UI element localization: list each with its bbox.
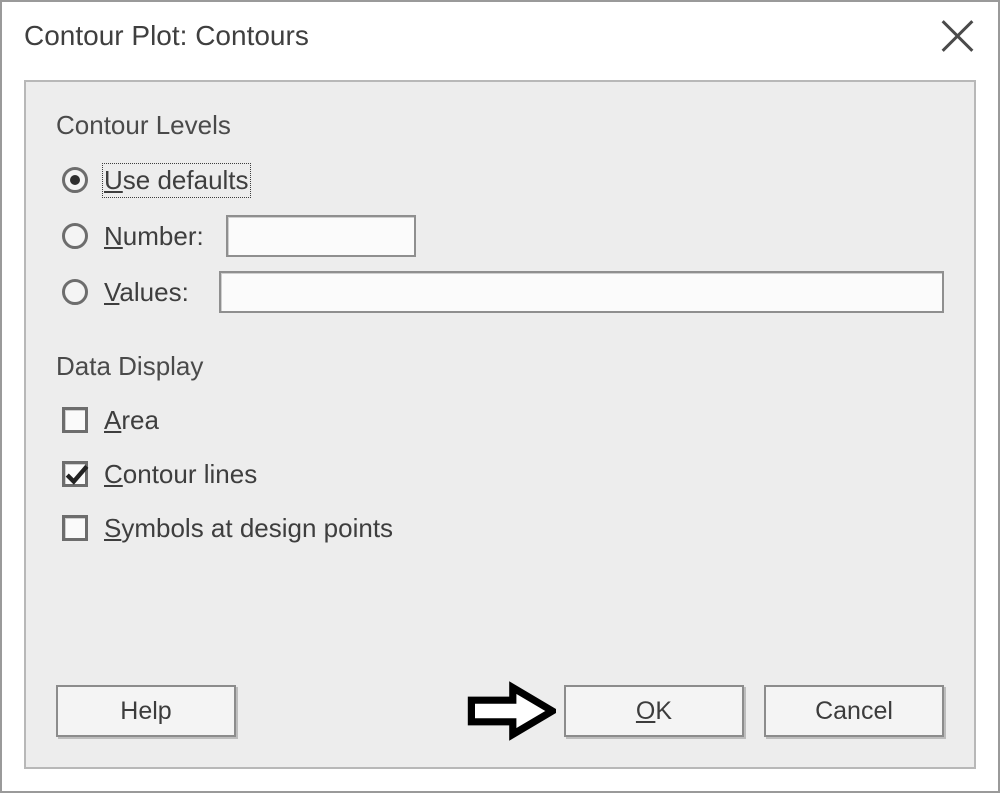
checkbox-symbols[interactable] [62, 515, 88, 541]
radio-number-label: Number: [104, 221, 204, 252]
ok-button[interactable]: OK [564, 685, 744, 737]
checkbox-contour-lines-label: Contour lines [104, 459, 257, 490]
radio-use-defaults-row[interactable]: Use defaults [62, 157, 944, 203]
radio-values-label: Values: [104, 277, 189, 308]
checkbox-area-label: Area [104, 405, 159, 436]
radio-use-defaults[interactable] [62, 167, 88, 193]
values-input[interactable] [219, 271, 944, 313]
checkbox-contour-lines-row[interactable]: Contour lines [62, 452, 944, 496]
number-input[interactable] [226, 215, 416, 257]
checkbox-symbols-label: Symbols at design points [104, 513, 393, 544]
dialog-window: Contour Plot: Contours Contour Levels Us… [0, 0, 1000, 793]
window-title: Contour Plot: Contours [24, 20, 938, 52]
cancel-button[interactable]: Cancel [764, 685, 944, 737]
checkbox-contour-lines[interactable] [62, 461, 88, 487]
checkbox-area[interactable] [62, 407, 88, 433]
radio-values[interactable] [62, 279, 88, 305]
checkbox-area-row[interactable]: Area [62, 398, 944, 442]
button-row: Help OK Cancel [56, 681, 944, 741]
radio-number[interactable] [62, 223, 88, 249]
data-display-label: Data Display [56, 351, 944, 382]
contour-levels-label: Contour Levels [56, 110, 944, 141]
titlebar: Contour Plot: Contours [2, 2, 998, 70]
checkbox-symbols-row[interactable]: Symbols at design points [62, 506, 944, 550]
radio-use-defaults-label: Use defaults [104, 165, 249, 196]
close-icon[interactable] [938, 17, 976, 55]
help-button[interactable]: Help [56, 685, 236, 737]
client-area: Contour Levels Use defaults Number: Valu… [24, 80, 976, 769]
radio-number-row[interactable]: Number: [62, 213, 944, 259]
radio-values-row[interactable]: Values: [62, 269, 944, 315]
checkmark-icon [64, 461, 90, 487]
arrow-icon [466, 681, 556, 741]
